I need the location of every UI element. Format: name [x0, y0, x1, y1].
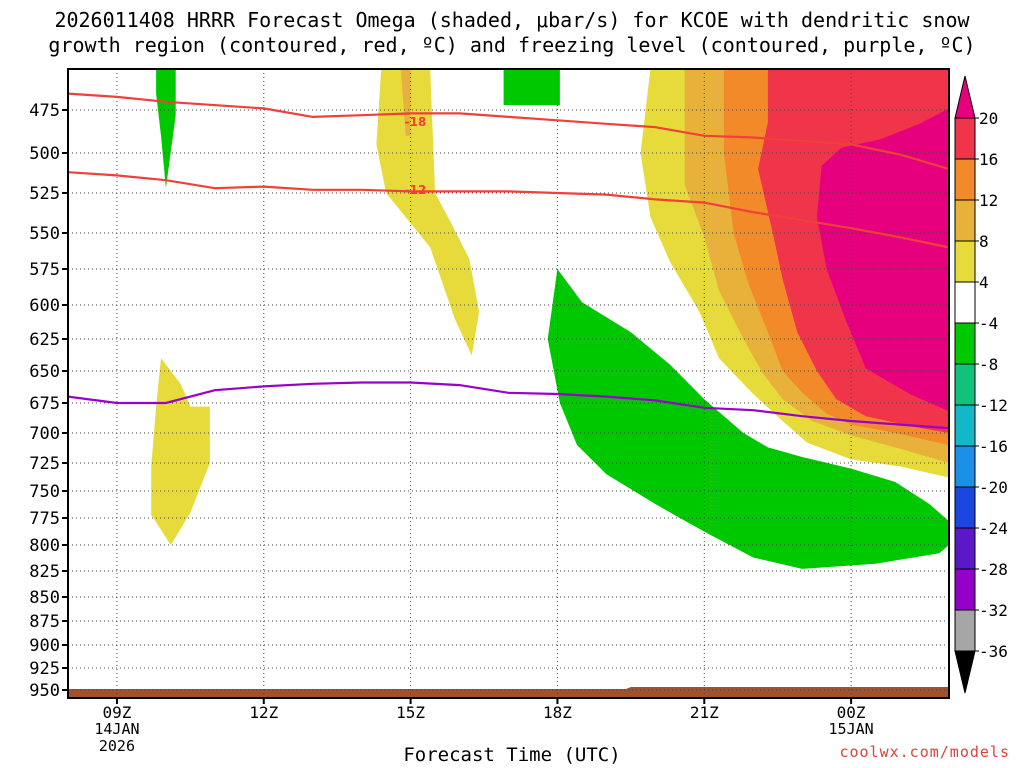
omega-region-omega-gt-20 — [816, 108, 949, 412]
dendritic-contour-minus12 — [68, 171, 949, 249]
colorbar-segment-16 — [954, 158, 976, 201]
chart-title: 2026011408 HRRR Forecast Omega (shaded, … — [0, 8, 1024, 58]
colorbar-segment--28 — [954, 568, 976, 611]
y-tick-label-850: 850 — [29, 588, 60, 608]
colorbar-label: -28 — [979, 560, 1008, 579]
colorbar-segment-20 — [954, 117, 976, 160]
y-tick-label-500: 500 — [29, 144, 60, 164]
colorbar-segment--12 — [954, 404, 976, 447]
contour-label-minus12: -12 — [405, 183, 427, 197]
y-tick-label-525: 525 — [29, 184, 60, 204]
colorbar-segment-8 — [954, 240, 976, 283]
y-tick-label-575: 575 — [29, 260, 60, 280]
contour-label-minus18: -18 — [405, 115, 427, 129]
credit-text: coolwx.com/models — [839, 743, 1010, 761]
y-tick-label-625: 625 — [29, 330, 60, 350]
y-tick-label-475: 475 — [29, 101, 60, 121]
y-tick-label-950: 950 — [29, 681, 60, 701]
colorbar-top-arrow — [954, 75, 976, 119]
ground-surface — [68, 687, 949, 698]
y-tick-label-800: 800 — [29, 536, 60, 556]
x-tick-year-09z: 2026 — [99, 737, 135, 755]
colorbar-segment--24 — [954, 527, 976, 570]
omega-region-omega-8-12 — [400, 69, 411, 136]
colorbar-segment-12 — [954, 199, 976, 242]
y-tick-label-550: 550 — [29, 224, 60, 244]
colorbar-segment--20 — [954, 486, 976, 529]
colorbar-label: -32 — [979, 601, 1008, 620]
colorbar-label: 12 — [979, 191, 998, 210]
y-tick-label-750: 750 — [29, 482, 60, 502]
colorbar-segment--16 — [954, 445, 976, 488]
y-tick-label-775: 775 — [29, 509, 60, 529]
colorbar-label: -12 — [979, 396, 1008, 415]
y-tick-label-700: 700 — [29, 424, 60, 444]
title-line-1: 2026011408 HRRR Forecast Omega (shaded, … — [54, 8, 970, 32]
x-tick-label-15z: 15Z — [396, 703, 425, 722]
y-tick-label-925: 925 — [29, 659, 60, 679]
colorbar-label: 16 — [979, 150, 998, 169]
y-tick-label-875: 875 — [29, 612, 60, 632]
colorbar-label: 20 — [979, 109, 998, 128]
colorbar-segment-4 — [954, 281, 976, 324]
x-tick-label-21z: 21Z — [690, 703, 719, 722]
colorbar-bottom-arrow — [954, 650, 976, 694]
y-tick-label-650: 650 — [29, 362, 60, 382]
colorbar-label: -16 — [979, 437, 1008, 456]
omega-region-omega-m4-m8 — [503, 69, 560, 106]
y-tick-label-900: 900 — [29, 636, 60, 656]
omega-region-omega-4-8 — [376, 69, 480, 356]
x-tick-date-00z: 15JAN — [829, 720, 874, 738]
colorbar-label: -20 — [979, 478, 1008, 497]
x-axis-label: Forecast Time (UTC) — [403, 744, 621, 766]
title-line-2: growth region (contoured, red, ºC) and f… — [48, 33, 976, 57]
colorbar-segment--32 — [954, 609, 976, 652]
y-tick-label-725: 725 — [29, 454, 60, 474]
colorbar-label: -36 — [979, 642, 1008, 661]
y-tick-label-675: 675 — [29, 394, 60, 414]
colorbar-label: -24 — [979, 519, 1008, 538]
omega-region-omega-m4-m8 — [156, 69, 176, 189]
freezing-level-line — [68, 381, 949, 430]
colorbar-label: 4 — [979, 273, 989, 292]
colorbar-label: -8 — [979, 355, 998, 374]
dendritic-contour-minus18 — [68, 92, 949, 171]
plot-frame — [67, 68, 950, 699]
colorbar-segment--8 — [954, 363, 976, 406]
omega-region-omega-m4-m8 — [547, 269, 949, 569]
y-tick-label-600: 600 — [29, 296, 60, 316]
colorbar-label: 8 — [979, 232, 989, 251]
x-tick-label-00z: 00Z — [837, 703, 866, 722]
colorbar-label: -4 — [979, 314, 998, 333]
y-tick-label-825: 825 — [29, 562, 60, 582]
x-tick-date-09z: 14JAN — [94, 720, 139, 738]
omega-region-omega-4-8 — [151, 358, 210, 545]
x-tick-label-09z: 09Z — [102, 703, 131, 722]
x-tick-label-18z: 18Z — [543, 703, 572, 722]
x-tick-label-12z: 12Z — [249, 703, 278, 722]
colorbar-segment--4 — [954, 322, 976, 365]
